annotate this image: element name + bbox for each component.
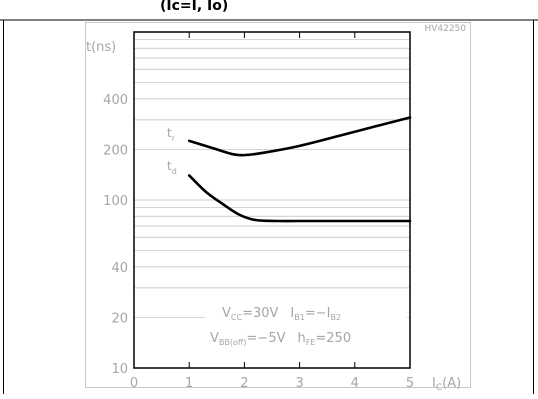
y-tick-label: 20 [111, 311, 128, 326]
annotation-background [205, 298, 407, 348]
vcc-value: =30V [242, 306, 278, 321]
curves [187, 116, 412, 223]
ib1-sub: B1 [294, 313, 305, 322]
x-axis-label-sub: C [436, 383, 442, 393]
series-label-td-sub: d [172, 167, 177, 176]
x-tick-label: 5 [406, 376, 414, 391]
y-tick-label: 400 [103, 93, 128, 108]
top-text: (Ic=I, Io) [160, 0, 228, 14]
vcc-main: V [222, 306, 231, 321]
x-axis-label-main: I [432, 376, 436, 391]
ib1-main: I [290, 306, 294, 321]
hfe-value: =250 [315, 331, 351, 346]
ib2-sub: B2 [330, 313, 341, 322]
series-label-td: td [167, 159, 177, 176]
y-tick-label: 200 [103, 143, 128, 158]
y-tick-label: 10 [111, 362, 128, 377]
hfe-sub: FE [306, 338, 316, 347]
annotation-line-2: VBB(off)=−5V hFE=250 [210, 331, 351, 347]
series-label-tr-main: t [167, 126, 172, 140]
x-tick-label: 4 [351, 376, 359, 391]
y-tick-label: 100 [103, 194, 128, 209]
x-tick-label: 2 [240, 376, 248, 391]
x-tick-label: 0 [130, 376, 138, 391]
plot-frame [133, 31, 411, 369]
figure-code: HV42250 [424, 24, 466, 34]
chart-panel-border [85, 22, 471, 388]
vbb-main: V [210, 331, 219, 346]
annotation-line-1: VCC=30V IB1=−IB2 [222, 306, 341, 322]
series-label-td-main: t [167, 159, 172, 173]
vbb-value: =−5V [247, 331, 286, 346]
y-axis-label: t(ns) [86, 40, 116, 55]
vcc-sub: CC [231, 313, 243, 322]
hfe-main: h [297, 331, 305, 346]
ib1-mid: =−I [305, 306, 331, 321]
y-tick-label: 40 [111, 261, 128, 276]
series-label-tr-sub: r [172, 134, 176, 143]
tick-labels: 10 20 40 100 200 400 0 1 2 3 4 5 [103, 93, 414, 391]
series-label-tr: tr [167, 126, 176, 143]
x-tick-label: 3 [295, 376, 303, 391]
x-tick-label: 1 [185, 376, 193, 391]
vbb-sub: BB(off) [219, 338, 247, 347]
x-axis-label: IC(A) [432, 376, 461, 393]
x-axis-label-unit: (A) [442, 376, 461, 391]
series-line-td [187, 174, 412, 223]
series-line-tr [187, 116, 412, 157]
